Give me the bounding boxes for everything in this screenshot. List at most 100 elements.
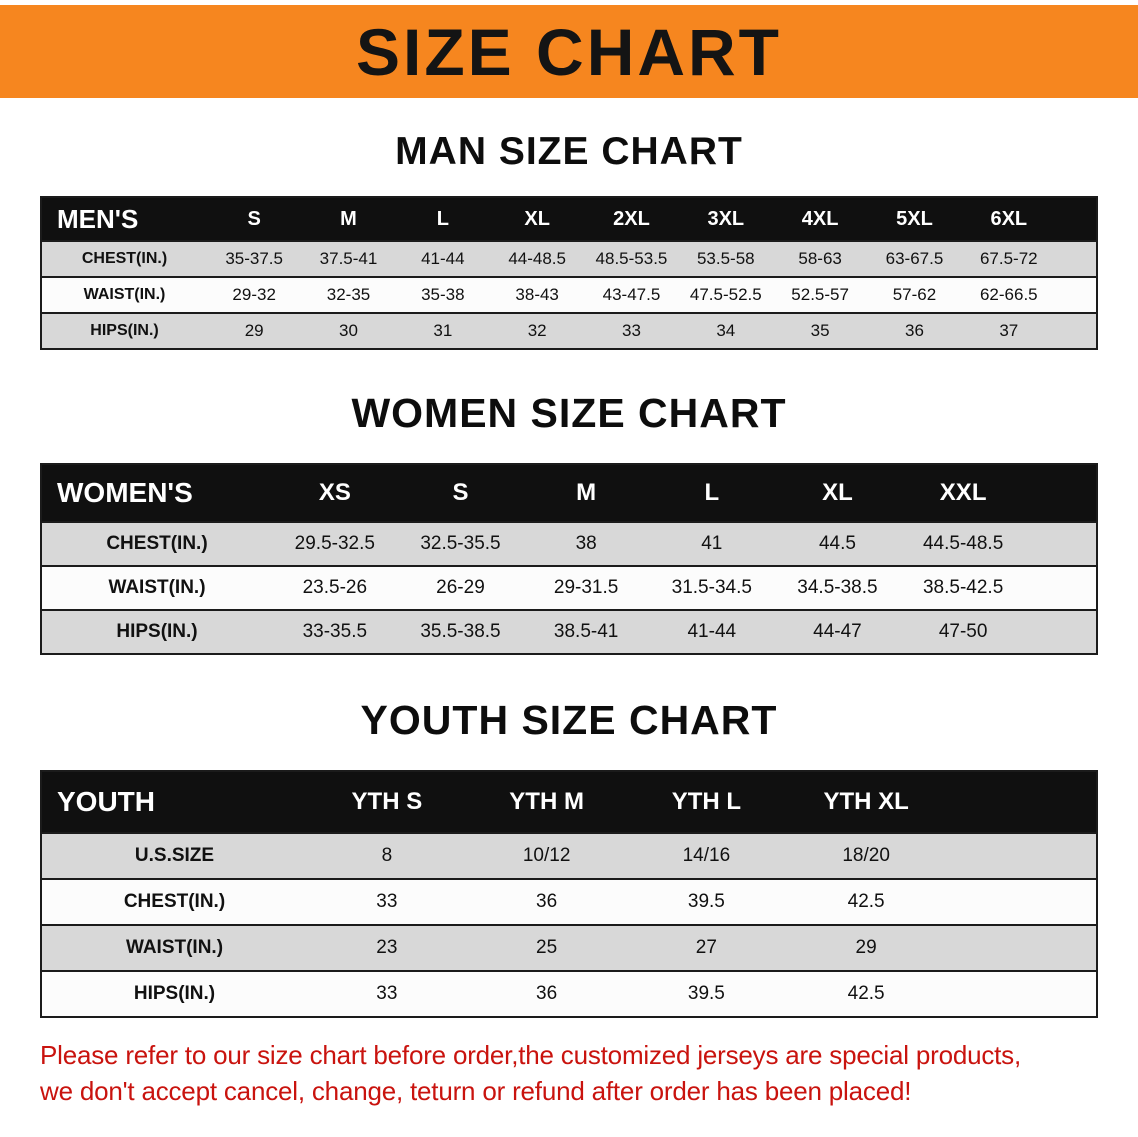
header-row: WOMEN'S XS S M L XL XXL xyxy=(41,464,1097,522)
column-header: XL xyxy=(489,197,585,241)
row-label: WAIST(IN.) xyxy=(41,276,207,313)
column-header: YTH XL xyxy=(786,771,946,833)
size-cell: 33 xyxy=(307,878,467,925)
column-header: XS xyxy=(272,464,398,522)
table-row: U.S.SIZE 8 10/12 14/16 18/20 xyxy=(41,832,1097,879)
size-cell: 39.5 xyxy=(626,878,787,925)
disclaimer: Please refer to our size chart before or… xyxy=(40,1038,1138,1110)
youth-section-heading: YOUTH SIZE CHART xyxy=(360,697,778,743)
size-cell: 18/20 xyxy=(786,832,946,879)
size-cell: 36 xyxy=(466,878,627,925)
youth-size-table: YOUTH YTH S YTH M YTH L YTH XL U.S.SIZE 8 10/12… xyxy=(40,770,1098,1018)
row-label: CHEST(IN.) xyxy=(41,240,207,277)
table-row: CHEST(IN.) 29.5-32.5 32.5-35.5 38 41 44.5 44.5… xyxy=(41,521,1097,566)
column-header: 6XL xyxy=(961,197,1056,241)
women-section-heading: WOMEN SIZE CHART xyxy=(351,390,787,436)
banner: SIZE CHART xyxy=(0,5,1138,98)
size-cell: 37.5-41 xyxy=(301,240,396,277)
size-cell: 58-63 xyxy=(772,240,868,277)
size-cell: 31 xyxy=(395,312,490,349)
spacer-cell xyxy=(946,924,1097,971)
size-charts-container: MAN SIZE CHART MEN'S S M L XL 2XL 3XL 4XL 5XL 6XL C… xyxy=(0,130,1138,1018)
column-header: YTH L xyxy=(626,771,787,833)
size-cell: 44.5-48.5 xyxy=(900,521,1026,566)
row-label: HIPS(IN.) xyxy=(41,609,272,654)
size-cell: 8 xyxy=(307,832,467,879)
size-cell: 38.5-42.5 xyxy=(900,565,1026,610)
size-cell: 32-35 xyxy=(301,276,396,313)
column-header: 3XL xyxy=(678,197,773,241)
men-size-chart-section: MAN SIZE CHART MEN'S S M L XL 2XL 3XL 4XL 5XL 6XL C… xyxy=(0,130,1138,350)
size-cell: 32.5-35.5 xyxy=(397,521,524,566)
size-cell: 30 xyxy=(301,312,396,349)
row-label: CHEST(IN.) xyxy=(41,521,272,566)
column-header: L xyxy=(648,464,775,522)
spacer-cell xyxy=(1026,521,1097,566)
size-cell: 29 xyxy=(207,312,302,349)
women-size-table: WOMEN'S XS S M L XL XXL CHEST(IN.) 29.5-32.5 32.5… xyxy=(40,463,1098,655)
size-cell: 38-43 xyxy=(489,276,585,313)
disclaimer-line-2: we don't accept cancel, change, teturn o… xyxy=(40,1075,912,1106)
row-label: U.S.SIZE xyxy=(41,832,307,879)
table-title: MEN'S xyxy=(41,197,207,241)
header-row: YOUTH YTH S YTH M YTH L YTH XL xyxy=(41,771,1097,833)
column-header: YTH S xyxy=(307,771,467,833)
row-label: WAIST(IN.) xyxy=(41,924,307,971)
size-cell: 44.5 xyxy=(774,521,901,566)
column-header: XL xyxy=(774,464,901,522)
size-cell: 34 xyxy=(678,312,773,349)
men-size-table: MEN'S S M L XL 2XL 3XL 4XL 5XL 6XL CHEST(IN.) 35-37… xyxy=(40,196,1098,350)
column-header: YTH M xyxy=(466,771,627,833)
page-title: SIZE CHART xyxy=(356,14,782,89)
size-cell: 23 xyxy=(307,924,467,971)
size-cell: 29-31.5 xyxy=(523,565,649,610)
size-cell: 29-32 xyxy=(207,276,302,313)
size-cell: 38.5-41 xyxy=(523,609,649,654)
size-cell: 47.5-52.5 xyxy=(678,276,773,313)
spacer-cell xyxy=(1056,240,1097,277)
spacer-cell xyxy=(1056,276,1097,313)
spacer-cell xyxy=(946,832,1097,879)
table-row: HIPS(IN.) 33 36 39.5 42.5 xyxy=(41,970,1097,1017)
column-header: XXL xyxy=(900,464,1026,522)
size-cell: 44-48.5 xyxy=(489,240,585,277)
size-cell: 41-44 xyxy=(395,240,490,277)
row-label: WAIST(IN.) xyxy=(41,565,272,610)
size-cell: 37 xyxy=(961,312,1056,349)
column-header: 2XL xyxy=(584,197,679,241)
spacer-cell xyxy=(946,878,1097,925)
spacer-cell xyxy=(1056,312,1097,349)
size-cell: 26-29 xyxy=(397,565,524,610)
women-size-chart-section: WOMEN SIZE CHART WOMEN'S XS S M L XL XXL CHEST(I… xyxy=(0,390,1138,655)
table-row: WAIST(IN.) 23 25 27 29 xyxy=(41,924,1097,971)
size-cell: 47-50 xyxy=(900,609,1026,654)
size-cell: 10/12 xyxy=(466,832,627,879)
column-header: M xyxy=(523,464,649,522)
size-cell: 41-44 xyxy=(648,609,775,654)
size-cell: 57-62 xyxy=(867,276,962,313)
spacer-cell xyxy=(946,970,1097,1017)
column-header: 4XL xyxy=(772,197,868,241)
column-header: L xyxy=(395,197,490,241)
table-title: WOMEN'S xyxy=(41,464,272,522)
size-cell: 62-66.5 xyxy=(961,276,1056,313)
size-cell: 25 xyxy=(466,924,627,971)
size-cell: 48.5-53.5 xyxy=(584,240,679,277)
column-header: M xyxy=(301,197,396,241)
size-cell: 29 xyxy=(786,924,946,971)
table-title: YOUTH xyxy=(41,771,307,833)
table-row: CHEST(IN.) 33 36 39.5 42.5 xyxy=(41,878,1097,925)
size-cell: 31.5-34.5 xyxy=(648,565,775,610)
size-cell: 42.5 xyxy=(786,970,946,1017)
spacer-cell xyxy=(1026,565,1097,610)
size-cell: 36 xyxy=(466,970,627,1017)
spacer-cell xyxy=(1056,197,1097,241)
spacer-cell xyxy=(1026,464,1097,522)
size-cell: 33 xyxy=(307,970,467,1017)
size-cell: 43-47.5 xyxy=(584,276,679,313)
column-header: 5XL xyxy=(867,197,962,241)
size-cell: 36 xyxy=(867,312,962,349)
table-row: CHEST(IN.) 35-37.5 37.5-41 41-44 44-48.5 48.5… xyxy=(41,240,1097,277)
size-cell: 32 xyxy=(489,312,585,349)
disclaimer-line-1: Please refer to our size chart before or… xyxy=(40,1040,1022,1070)
